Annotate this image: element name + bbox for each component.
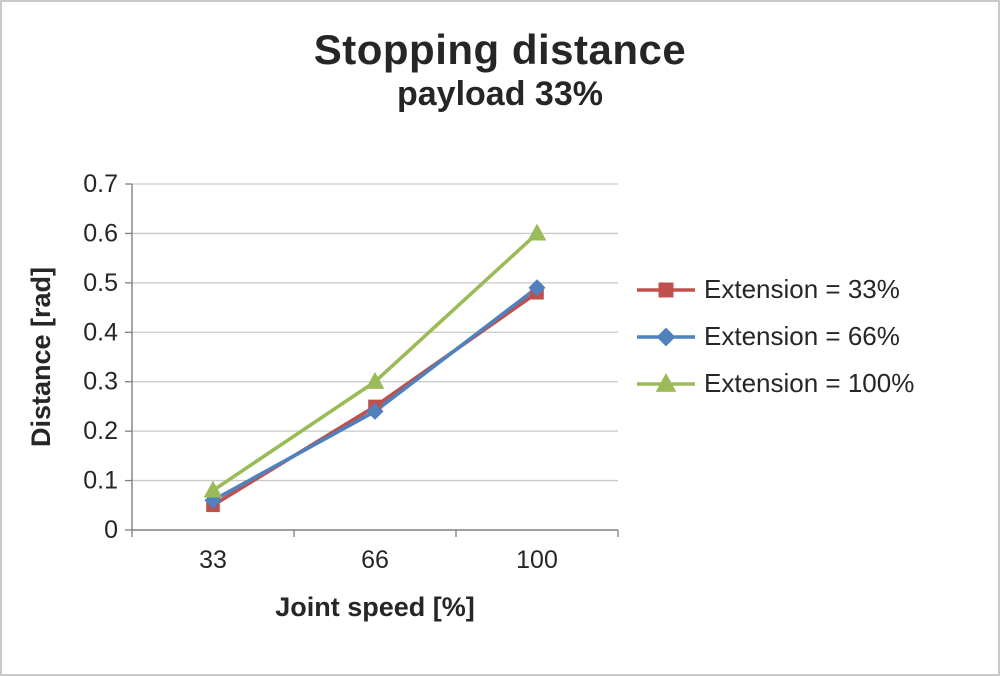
svg-text:0: 0 (104, 516, 118, 544)
svg-text:Distance [rad]: Distance [rad] (26, 267, 56, 447)
chart-title: Stopping distance (313, 26, 687, 73)
legend-marker-icon (637, 327, 695, 346)
legend-item-extension-100: Extension = 100% (634, 368, 914, 399)
plot-area: 0 0.1 0.2 0.3 0.4 0.5 0.6 0.7 33 66 100 Joint speed… (26, 170, 619, 622)
legend-label: Extension = 66% (704, 321, 900, 351)
legend-label: Extension = 33% (704, 274, 900, 304)
svg-text:0.1: 0.1 (83, 467, 118, 495)
legend-item-extension-33: Extension = 33% (634, 274, 914, 305)
svg-text:0.7: 0.7 (83, 170, 118, 198)
svg-text:0.2: 0.2 (83, 417, 118, 445)
svg-text:0.3: 0.3 (83, 368, 118, 396)
svg-text:100: 100 (516, 546, 558, 574)
chart-subtitle: payload 33% (397, 75, 603, 114)
legend: Extension = 33% Extension = 66% Extensio… (634, 274, 914, 399)
legend-item-extension-66: Extension = 66% (634, 321, 914, 352)
legend-marker-icon (637, 282, 695, 297)
svg-text:0.4: 0.4 (83, 318, 118, 346)
legend-marker-icon (637, 372, 695, 392)
legend-label: Extension = 100% (704, 368, 915, 398)
svg-text:0.6: 0.6 (83, 219, 118, 247)
svg-text:33: 33 (199, 546, 227, 574)
svg-text:Joint speed [%]: Joint speed [%] (275, 592, 475, 622)
svg-text:0.5: 0.5 (83, 269, 118, 297)
svg-text:66: 66 (361, 546, 389, 574)
chart-header: Stopping distance payload 33% (2, 26, 998, 115)
